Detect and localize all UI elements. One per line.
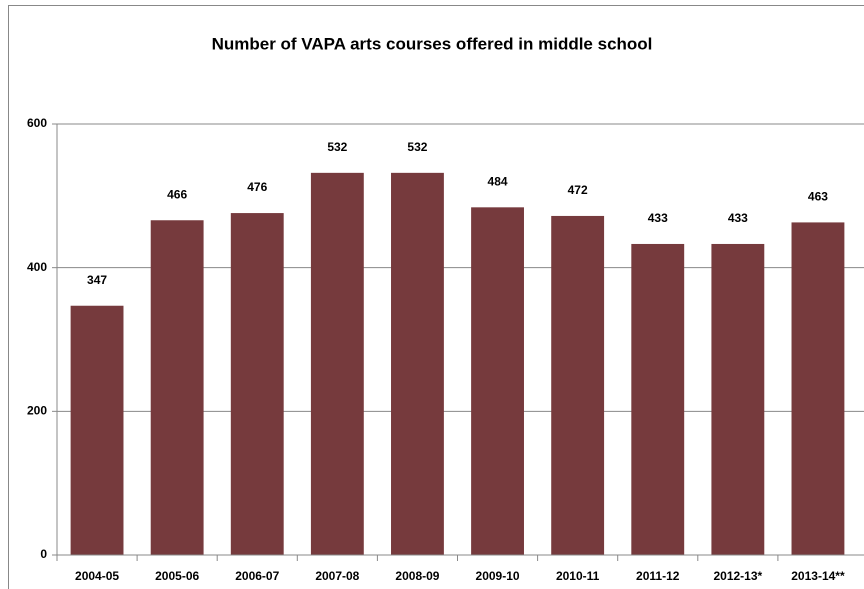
x-tick-label: 2005-06: [155, 569, 199, 583]
x-tick-label: 2012-13*: [713, 569, 762, 583]
bar: [230, 213, 284, 555]
value-label: 484: [488, 174, 508, 188]
bar: [150, 220, 204, 556]
bar: [310, 172, 364, 555]
value-label: 463: [808, 190, 828, 204]
y-tick-label: 400: [27, 260, 47, 274]
x-tick-label: 2013-14**: [791, 569, 845, 583]
value-label: 347: [87, 273, 107, 287]
value-label: 472: [568, 183, 588, 197]
bar: [791, 222, 845, 555]
bar: [631, 243, 685, 555]
value-label: 433: [728, 211, 748, 225]
x-tick-label: 2009-10: [476, 569, 520, 583]
bar: [70, 305, 124, 555]
bar: [551, 215, 605, 556]
value-label: 532: [407, 140, 427, 154]
bar: [471, 207, 524, 555]
bar: [391, 172, 444, 555]
value-label: 433: [648, 211, 668, 225]
y-tick-label: 200: [27, 404, 47, 418]
y-tick-label: 600: [27, 116, 47, 130]
bar: [711, 243, 765, 555]
y-tick-label: 0: [40, 547, 47, 561]
x-tick-label: 2007-08: [315, 569, 359, 583]
x-tick-label: 2011-12: [636, 569, 680, 583]
x-tick-label: 2006-07: [235, 569, 279, 583]
x-tick-label: 2008-09: [395, 569, 439, 583]
value-label: 476: [247, 180, 267, 194]
value-label: 532: [327, 140, 347, 154]
value-label: 466: [167, 187, 187, 201]
x-tick-label: 2010-11: [556, 569, 600, 583]
chart-title: Number of VAPA arts courses offered in m…: [212, 34, 653, 53]
x-tick-label: 2004-05: [75, 569, 119, 583]
